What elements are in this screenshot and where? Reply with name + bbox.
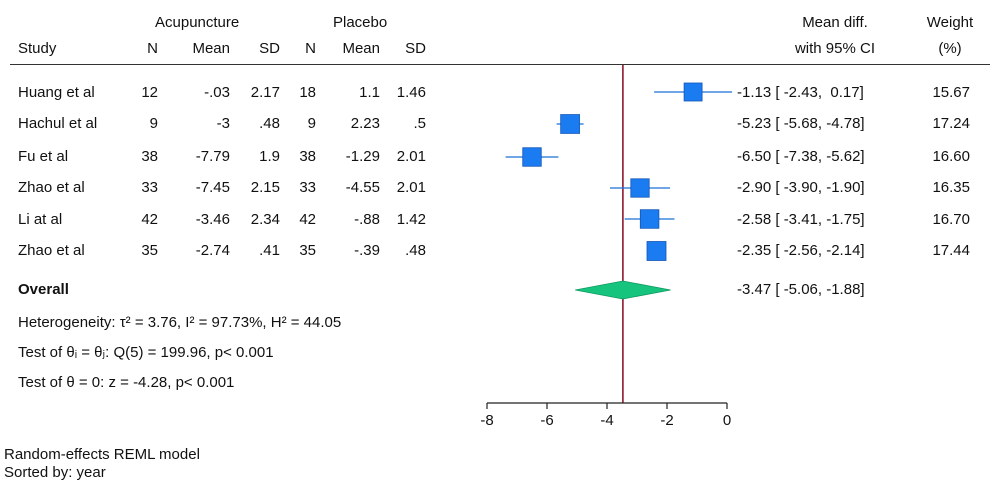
n2-column-header: N [305,40,316,57]
study-marker [560,114,580,134]
sd1-value: 2.17 [250,84,280,101]
mean2-value: -1.29 [345,148,380,165]
n2-value: 35 [299,242,316,259]
n2-value: 38 [299,148,316,165]
overall-diamond [575,280,671,300]
weight-value: 15.67 [932,84,970,101]
n2-value: 33 [299,179,316,196]
mean1-column-header: Mean [192,40,230,57]
sd2-value: 2.01 [396,179,426,196]
weight-value: 16.60 [932,148,970,165]
mean2-value: -.88 [354,211,380,228]
overall-ci-text: -3.47 [ -5.06, -1.88] [737,281,865,298]
mean2-column-header: Mean [342,40,380,57]
study-marker [646,241,667,261]
mean1-value: -.03 [204,84,230,101]
group1-header: Acupuncture [155,14,240,31]
mean1-value: -2.74 [195,242,230,259]
n1-value: 33 [141,179,158,196]
weight-value: 17.44 [932,242,970,259]
study-marker [522,147,542,167]
sd2-value: .48 [405,242,426,259]
sd1-value: 1.9 [259,148,280,165]
weight-value: 16.35 [932,179,970,196]
mean1-value: -7.45 [195,179,230,196]
n2-value: 42 [299,211,316,228]
sd2-value: 1.42 [396,211,426,228]
n1-value: 12 [141,84,158,101]
mean1-value: -7.79 [195,148,230,165]
group2-header: Placebo [333,14,388,31]
sorted-note: Sorted by: year [4,464,106,481]
n1-value: 35 [141,242,158,259]
n1-value: 38 [141,148,158,165]
x-tick-label: -6 [540,412,553,429]
n2-value: 9 [307,115,316,132]
sd1-value: 2.15 [250,179,280,196]
sd2-value: .5 [413,115,426,132]
study-name: Fu et al [18,148,69,165]
mean2-value: 1.1 [359,84,380,101]
sd1-value: 2.34 [250,211,280,228]
mean2-value: 2.23 [350,115,380,132]
test-equal-text: Test of θᵢ = θⱼ: Q(5) = 199.96, p< 0.001 [18,344,274,361]
n1-value: 9 [149,115,158,132]
n1-value: 42 [141,211,158,228]
mean1-value: -3 [216,115,230,132]
effect-header-line2: with 95% CI [794,40,876,57]
sd2-value: 1.46 [396,84,426,101]
ci-text: -2.90 [ -3.90, -1.90] [737,179,865,196]
ci-text: -5.23 [ -5.68, -4.78] [737,115,865,132]
sd2-value: 2.01 [396,148,426,165]
sd1-value: .48 [259,115,280,132]
x-tick-label: -2 [660,412,673,429]
study-name: Zhao et al [18,242,85,259]
n1-column-header: N [147,40,158,57]
study-name: Zhao et al [18,179,85,196]
model-note: Random-effects REML model [4,446,200,463]
x-tick-label: -4 [600,412,613,429]
study-column-header: Study [18,40,57,57]
ci-text: -2.35 [ -2.56, -2.14] [737,242,865,259]
header-divider [10,64,990,65]
ci-text: -6.50 [ -7.38, -5.62] [737,148,865,165]
ci-text: -1.13 [ -2.43, 0.17] [737,84,864,101]
mean2-value: -4.55 [345,179,380,196]
weight-value: 16.70 [932,211,970,228]
test-zero-text: Test of θ = 0: z = -4.28, p< 0.001 [18,374,235,391]
study-marker [630,178,650,198]
weight-value: 17.24 [932,115,970,132]
mean1-value: -3.46 [195,211,230,228]
weight-header-line1: Weight [926,14,974,31]
study-name: Li at al [18,211,63,228]
x-tick-label: 0 [723,412,731,429]
effect-header-line1: Mean diff. [802,14,868,31]
overall-label: Overall [18,281,69,298]
study-marker [683,82,703,102]
sd1-column-header: SD [259,40,280,57]
heterogeneity-text: Heterogeneity: τ² = 3.76, I² = 97.73%, H… [18,314,342,331]
study-name: Huang et al [18,84,95,101]
study-name: Hachul et al [18,115,98,132]
ci-text: -2.58 [ -3.41, -1.75] [737,211,865,228]
study-marker [639,209,660,229]
sd2-column-header: SD [405,40,426,57]
x-tick-label: -8 [480,412,493,429]
n2-value: 18 [299,84,316,101]
sd1-value: .41 [259,242,280,259]
weight-header-line2: (%) [938,40,962,57]
mean2-value: -.39 [354,242,380,259]
